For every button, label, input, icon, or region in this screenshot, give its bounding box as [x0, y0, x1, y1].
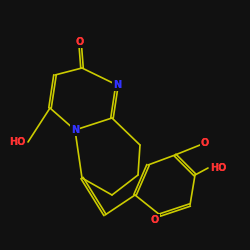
Text: O: O — [201, 138, 209, 148]
Text: O: O — [201, 138, 209, 148]
Text: N: N — [113, 80, 121, 90]
Text: O: O — [151, 215, 159, 225]
Text: HO: HO — [210, 163, 227, 173]
Text: HO: HO — [210, 163, 227, 173]
Text: N: N — [113, 80, 121, 90]
Text: O: O — [201, 138, 209, 148]
Text: HO: HO — [210, 163, 227, 173]
Text: O: O — [151, 215, 159, 225]
Text: O: O — [151, 215, 159, 225]
Text: N: N — [71, 125, 79, 135]
Text: HO: HO — [9, 137, 26, 147]
Text: O: O — [76, 37, 84, 47]
Text: N: N — [71, 125, 79, 135]
Text: O: O — [76, 37, 84, 47]
Text: HO: HO — [9, 137, 26, 147]
Text: N: N — [113, 80, 121, 90]
Text: N: N — [71, 125, 79, 135]
Text: HO: HO — [9, 137, 26, 147]
Text: O: O — [76, 37, 84, 47]
